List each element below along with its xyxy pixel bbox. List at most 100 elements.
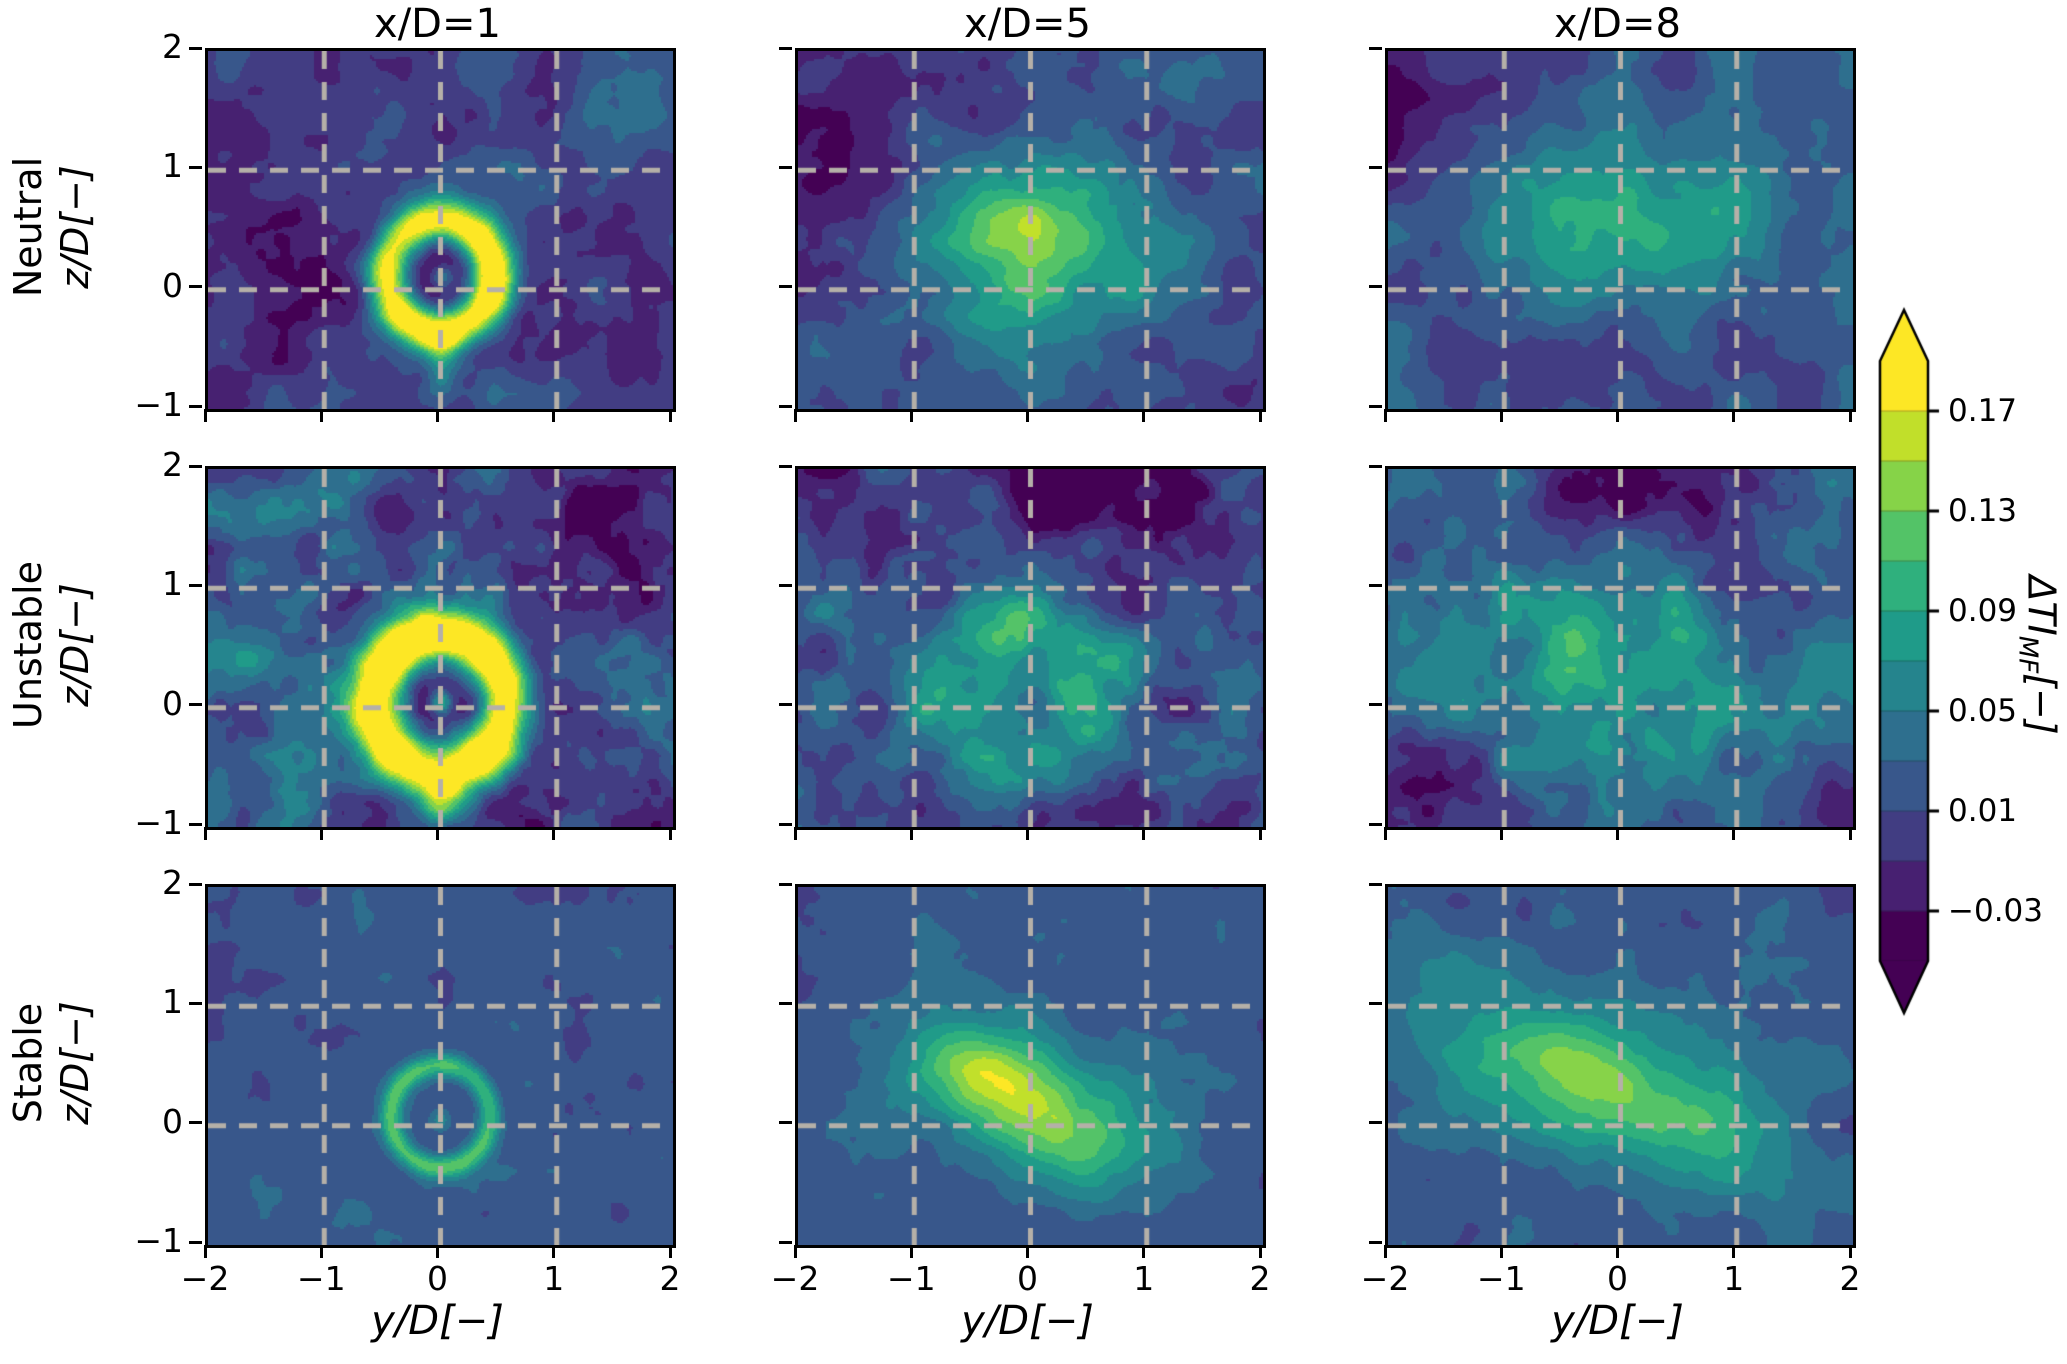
y-tick-mark: [1369, 404, 1382, 408]
y-tick-mark: [779, 285, 792, 289]
x-tick-mark: [1142, 1245, 1146, 1258]
x-tick-mark: [319, 409, 323, 422]
colorbar-tick-label: 0.05: [1948, 693, 2018, 729]
x-tick-label: 0: [427, 1259, 448, 1298]
y-tick-mark: [189, 1240, 202, 1244]
y-tick-mark: [779, 1001, 792, 1005]
x-tick-mark: [909, 409, 913, 422]
y-tick-label: 0: [162, 265, 183, 305]
x-tick-mark: [1258, 827, 1262, 840]
x-tick-mark: [1383, 827, 1387, 840]
row-stability-label: Stable: [6, 1002, 50, 1124]
subplot-neutral-xd8: [1385, 48, 1856, 412]
contour-field: [798, 469, 1263, 827]
x-tick-mark: [1383, 409, 1387, 422]
x-tick-label: −2: [770, 1259, 820, 1298]
x-tick-label: −1: [1476, 1259, 1526, 1298]
x-tick-mark: [436, 827, 439, 840]
y-tick-mark: [189, 1001, 202, 1005]
y-tick-mark: [189, 822, 202, 826]
subplot-stable-xd8: [1385, 884, 1856, 1248]
subplot-unstable-xd5: [795, 466, 1266, 830]
x-tick-mark: [436, 409, 439, 422]
x-tick-mark: [1499, 827, 1503, 840]
y-tick-label: 1: [162, 146, 183, 186]
y-tick-mark: [1369, 882, 1382, 886]
y-tick-mark: [189, 46, 202, 50]
y-tick-label: −1: [134, 803, 183, 842]
y-tick-mark: [189, 165, 202, 169]
y-tick-mark: [189, 464, 202, 468]
y-tick-mark: [189, 285, 202, 289]
x-tick-mark: [1026, 827, 1029, 840]
y-tick-mark: [1369, 1001, 1382, 1005]
x-tick-mark: [909, 827, 913, 840]
x-tick-label: −1: [296, 1259, 346, 1298]
x-tick-mark: [552, 409, 556, 422]
colorbar: [1878, 305, 1942, 1021]
y-tick-mark: [189, 583, 202, 587]
x-tick-mark: [668, 1245, 672, 1258]
x-tick-mark: [1732, 1245, 1736, 1258]
colorbar-tick-label: 0.01: [1948, 793, 2018, 829]
x-tick-mark: [793, 827, 797, 840]
subplot-unstable-xd8: [1385, 466, 1856, 830]
y-tick-mark: [779, 464, 792, 468]
y-tick-mark: [1369, 583, 1382, 587]
contour-field: [1388, 51, 1853, 409]
y-tick-mark: [1369, 285, 1382, 289]
y-tick-mark: [779, 703, 792, 707]
colorbar-tick-label: 0.17: [1948, 393, 2018, 429]
colorbar-tick-label: 0.09: [1948, 593, 2018, 629]
y-tick-mark: [779, 583, 792, 587]
subplot-neutral-xd1: [205, 48, 676, 412]
x-tick-label: 1: [1723, 1259, 1745, 1298]
x-tick-mark: [1499, 409, 1503, 422]
x-tick-mark: [1026, 409, 1029, 422]
x-tick-mark: [1142, 827, 1146, 840]
x-tick-mark: [793, 409, 797, 422]
subplot-unstable-xd1: [205, 466, 676, 830]
x-tick-mark: [1258, 1245, 1262, 1258]
x-tick-mark: [552, 1245, 556, 1258]
x-tick-label: 0: [1607, 1259, 1628, 1298]
subplot-neutral-xd5: [795, 48, 1266, 412]
y-tick-mark: [189, 404, 202, 408]
y-tick-mark: [1369, 1240, 1382, 1244]
y-tick-mark: [1369, 165, 1382, 169]
x-tick-mark: [1848, 409, 1852, 422]
x-tick-label: −2: [180, 1259, 230, 1298]
contour-field: [208, 887, 673, 1245]
y-tick-mark: [1369, 1121, 1382, 1125]
x-tick-mark: [1616, 409, 1619, 422]
x-tick-label: 1: [543, 1259, 565, 1298]
y-tick-label: 1: [162, 564, 183, 604]
x-tick-mark: [793, 1245, 797, 1258]
y-tick-mark: [779, 404, 792, 408]
x-tick-mark: [1499, 1245, 1503, 1258]
y-tick-mark: [1369, 703, 1382, 707]
y-tick-label: 2: [162, 445, 183, 484]
contour-field: [798, 887, 1263, 1245]
col-title-xd8: x/D=8: [1554, 1, 1681, 47]
x-tick-mark: [909, 1245, 913, 1258]
y-tick-label: −1: [134, 1221, 183, 1260]
y-tick-mark: [189, 882, 202, 886]
y-tick-mark: [779, 1240, 792, 1244]
y-tick-label: −1: [134, 385, 183, 424]
x-tick-mark: [668, 409, 672, 422]
x-tick-label: 1: [1133, 1259, 1155, 1298]
colorbar-label-main: ΔTI: [2019, 575, 2064, 636]
x-tick-mark: [1848, 1245, 1852, 1258]
x-axis-label: y/D[−]: [961, 1298, 1094, 1344]
y-tick-mark: [779, 882, 792, 886]
colorbar-tick-label: 0.13: [1948, 493, 2018, 529]
y-tick-label: 0: [162, 683, 183, 723]
y-tick-mark: [779, 165, 792, 169]
y-tick-mark: [779, 822, 792, 826]
x-tick-mark: [552, 827, 556, 840]
y-tick-label: 0: [162, 1101, 183, 1141]
col-title-xd1: x/D=1: [374, 1, 501, 47]
contour-field: [1388, 887, 1853, 1245]
x-tick-mark: [319, 1245, 323, 1258]
